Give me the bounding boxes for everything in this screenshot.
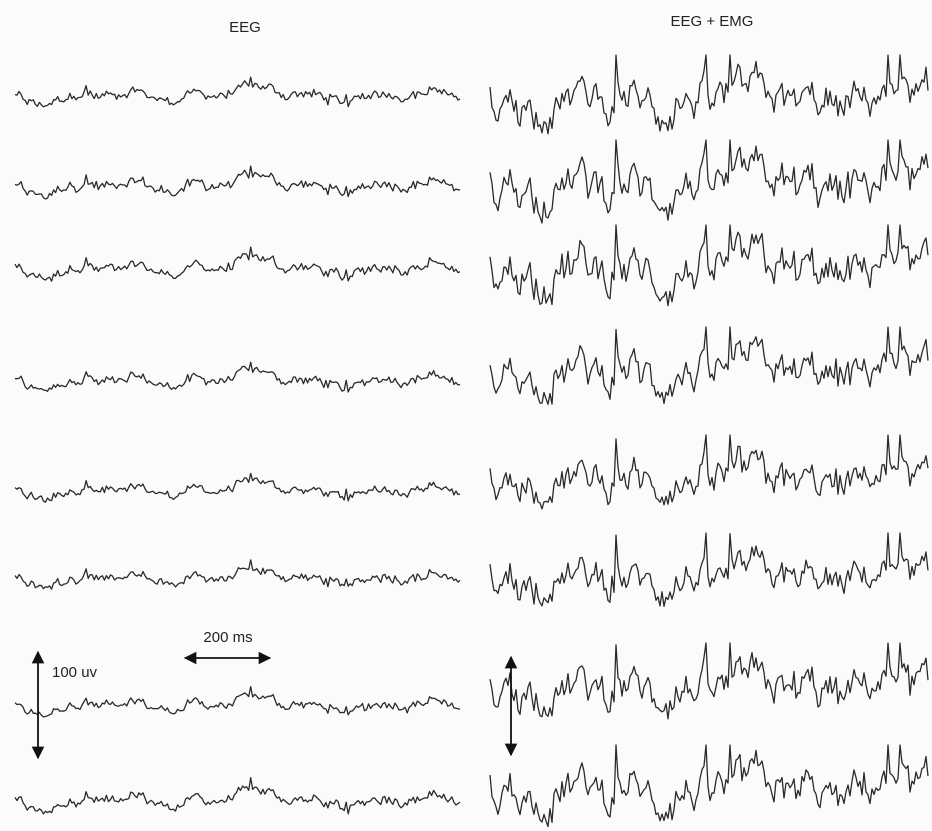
waveform bbox=[489, 532, 929, 608]
waveform bbox=[489, 139, 929, 224]
right-title: EEG + EMG bbox=[671, 13, 754, 30]
waveform bbox=[489, 224, 929, 307]
waveform bbox=[489, 642, 929, 720]
time-scale-label: 200 ms bbox=[203, 629, 252, 646]
waveform bbox=[14, 685, 461, 718]
waveform bbox=[14, 76, 461, 108]
waveform bbox=[14, 559, 461, 590]
waveform bbox=[489, 54, 929, 135]
waveform bbox=[14, 246, 461, 282]
amplitude-scale-label: 100 uv bbox=[52, 664, 98, 681]
waveform bbox=[14, 472, 461, 503]
waveform bbox=[489, 326, 929, 405]
traces bbox=[14, 54, 929, 828]
waveform bbox=[489, 744, 929, 828]
waveform bbox=[15, 361, 461, 393]
left-title: EEG bbox=[229, 19, 261, 36]
waveform bbox=[489, 434, 929, 510]
waveform bbox=[14, 165, 460, 200]
waveform bbox=[14, 777, 461, 815]
